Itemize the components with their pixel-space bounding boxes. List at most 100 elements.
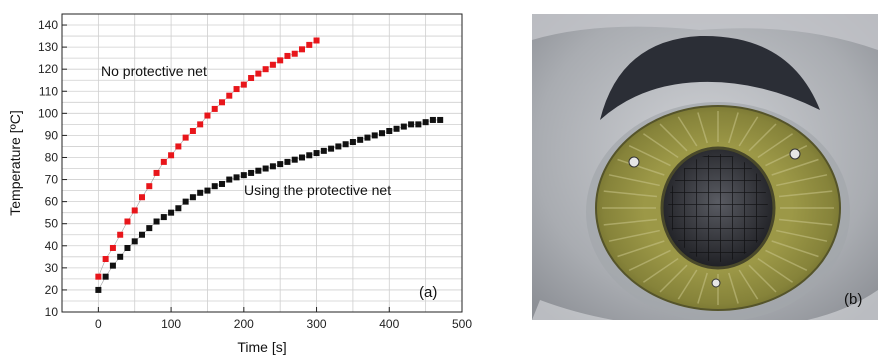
series-no-net-point xyxy=(255,70,262,77)
series-with-net-point xyxy=(400,123,407,130)
screw-hole-bottom xyxy=(711,278,721,288)
series-with-net-point xyxy=(182,198,189,205)
series-with-net-point xyxy=(335,143,342,150)
plot-frame xyxy=(61,13,463,313)
y-tick-label: 40 xyxy=(45,239,59,253)
ring-stripe xyxy=(603,190,658,198)
ring-stripe xyxy=(617,240,665,258)
series-no-net-point xyxy=(313,37,320,44)
series-no-net-point xyxy=(168,152,175,159)
ring-stripe xyxy=(776,174,828,187)
series-no-net xyxy=(95,37,320,280)
series-no-net-point xyxy=(146,183,153,190)
series-with-net-point xyxy=(364,134,371,141)
ring-stripe xyxy=(738,269,759,300)
series-with-net-point xyxy=(262,165,269,172)
series-with-net-point xyxy=(429,116,436,123)
x-axis-title: Time [s] xyxy=(237,339,286,355)
series-with-net-point xyxy=(357,136,364,143)
series-with-net-point xyxy=(226,176,233,183)
x-tick-label: 200 xyxy=(234,317,254,331)
y-tick-label: 110 xyxy=(39,84,58,98)
series-with-net-point xyxy=(248,169,255,176)
series-no-net-point xyxy=(153,169,160,176)
series-no-net-point xyxy=(248,75,255,82)
series-with-net-point xyxy=(422,119,429,126)
ring-stripe xyxy=(757,133,793,159)
y-tick-label: 60 xyxy=(45,195,59,209)
ring-stripe xyxy=(643,133,679,159)
series-with-net-point xyxy=(131,238,138,245)
y-tick-label: 70 xyxy=(45,173,59,187)
screw-hole-left xyxy=(628,156,640,168)
series-with-net-point xyxy=(233,174,240,181)
y-tick-label: 100 xyxy=(38,106,58,120)
series-no-net-point xyxy=(233,86,240,93)
series-no-net-point xyxy=(95,273,102,280)
series-with-net-point xyxy=(146,225,153,232)
series-with-net-point xyxy=(255,167,262,174)
y-tick-label: 130 xyxy=(38,40,58,54)
series-with-net-point xyxy=(160,214,167,221)
series-with-net-point xyxy=(102,273,109,280)
annotation-no-net: No protective net xyxy=(101,63,207,79)
series-with-net-point xyxy=(306,152,313,159)
data-series xyxy=(95,37,444,293)
series-with-net-point xyxy=(379,130,385,137)
x-tick-label: 500 xyxy=(452,317,472,331)
ring-stripe xyxy=(617,158,665,176)
series-no-net-point xyxy=(109,244,116,251)
series-with-net-point xyxy=(371,132,378,139)
series-with-net-point xyxy=(415,121,422,128)
ring-stripe xyxy=(697,112,708,144)
ring-stripes xyxy=(602,111,834,305)
ring-stripe xyxy=(603,218,658,226)
series-with-net-point xyxy=(328,145,335,152)
ring-stripe xyxy=(771,240,819,258)
series-with-net-point xyxy=(284,158,291,165)
series-no-net-point xyxy=(197,121,204,128)
ring-stripe xyxy=(659,264,688,293)
series-no-net-point xyxy=(291,50,298,57)
series-no-net-point xyxy=(226,92,233,99)
series-with-net-point xyxy=(386,127,393,134)
annotation-with-net: Using the protective net xyxy=(244,182,391,198)
series-with-net-point xyxy=(240,172,247,179)
ring-stripe xyxy=(608,174,660,187)
photo-panel: (b) xyxy=(532,14,878,320)
series-with-net-point xyxy=(219,180,225,187)
y-tick-label: 20 xyxy=(45,283,59,297)
series-no-net-point xyxy=(240,81,247,88)
ring-stripe xyxy=(659,123,688,152)
series-with-net-point xyxy=(189,194,196,201)
ring-stripe xyxy=(776,229,828,242)
x-tick-label: 400 xyxy=(379,317,399,331)
series-with-net-point xyxy=(211,183,218,190)
ring-stripe xyxy=(728,272,739,304)
series-no-net-point xyxy=(204,112,211,119)
ring-stripe xyxy=(628,144,671,167)
series-no-net-point xyxy=(175,143,182,150)
x-tick-label: 100 xyxy=(161,317,181,331)
x-tick-label: 0 xyxy=(95,317,102,331)
series-no-net-point xyxy=(299,46,305,53)
series-with-net-point xyxy=(277,161,284,168)
series-with-net-point xyxy=(109,262,116,269)
series-with-net-point xyxy=(320,147,327,154)
ring-stripe xyxy=(765,249,808,272)
ring-stripe xyxy=(643,257,679,283)
ring-stripe xyxy=(608,229,660,242)
series-with-net-point xyxy=(342,141,349,148)
panel-label-a: (a) xyxy=(419,284,437,301)
series-no-net-point xyxy=(189,127,196,134)
y-tick-label: 30 xyxy=(45,261,59,275)
ring-stripe xyxy=(765,144,808,167)
series-no-net-point xyxy=(211,105,218,112)
dark-chamber-top xyxy=(600,35,820,121)
series-no-net-point xyxy=(182,134,189,141)
series-with-net-point xyxy=(95,286,102,293)
ring-stripe xyxy=(757,257,793,283)
ring-stripe xyxy=(697,272,708,304)
series-with-net-point xyxy=(269,163,276,170)
series-with-net-point xyxy=(299,154,305,161)
